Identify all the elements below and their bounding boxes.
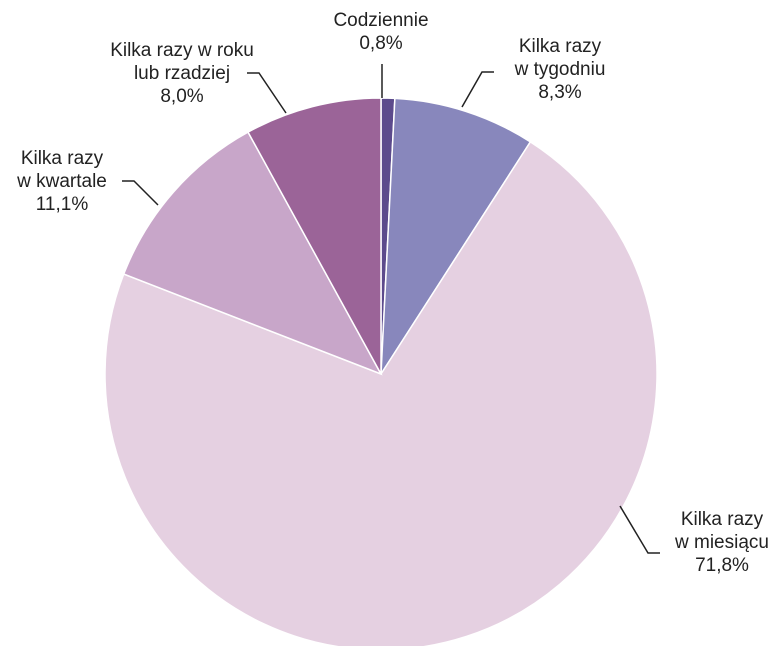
slice-label-3: Kilka razy w miesiącu 71,8% [674, 509, 769, 576]
slice-category-label: Codziennie [333, 10, 428, 31]
slice-label-1: Codziennie 0,8% [333, 10, 428, 54]
slice-category-label: lub rzadziej [134, 63, 230, 84]
pie-slice-4 [122, 131, 383, 376]
slice-category-label: w kwartale [16, 171, 107, 192]
slice-category-label: w tygodniu [514, 59, 606, 80]
pie-slice-2 [380, 97, 532, 377]
slice-category-label: Kilka razy [681, 509, 764, 530]
slice-label-2: Kilka razy w tygodniu 8,3% [514, 36, 606, 103]
pie-slice-5 [247, 97, 382, 375]
pie-slices [104, 97, 658, 646]
leader-line-2 [461, 71, 494, 108]
slice-value-label: 71,8% [695, 555, 749, 576]
slice-category-label: Kilka razy [519, 36, 602, 57]
slice-value-label: 8,3% [538, 82, 581, 103]
leader-line-5 [247, 72, 287, 114]
slice-category-label: Kilka razy [21, 148, 104, 169]
slice-label-5: Kilka razy w roku lub rzadziej 8,0% [110, 40, 254, 107]
leader-lines [122, 64, 660, 554]
leader-line-4 [122, 180, 159, 206]
slice-category-label: w miesiącu [674, 532, 769, 553]
slice-value-label: 0,8% [359, 33, 402, 54]
slice-value-label: 8,0% [160, 86, 203, 107]
slice-label-4: Kilka razy w kwartale 11,1% [16, 148, 107, 215]
slice-category-label: Kilka razy w roku [110, 40, 254, 61]
pie-slice-3 [104, 140, 658, 646]
slice-labels: Codziennie 0,8% Kilka razy w tygodniu 8,3%Ki… [16, 10, 769, 576]
slice-value-label: 11,1% [36, 194, 89, 215]
leader-line-3 [619, 505, 660, 554]
